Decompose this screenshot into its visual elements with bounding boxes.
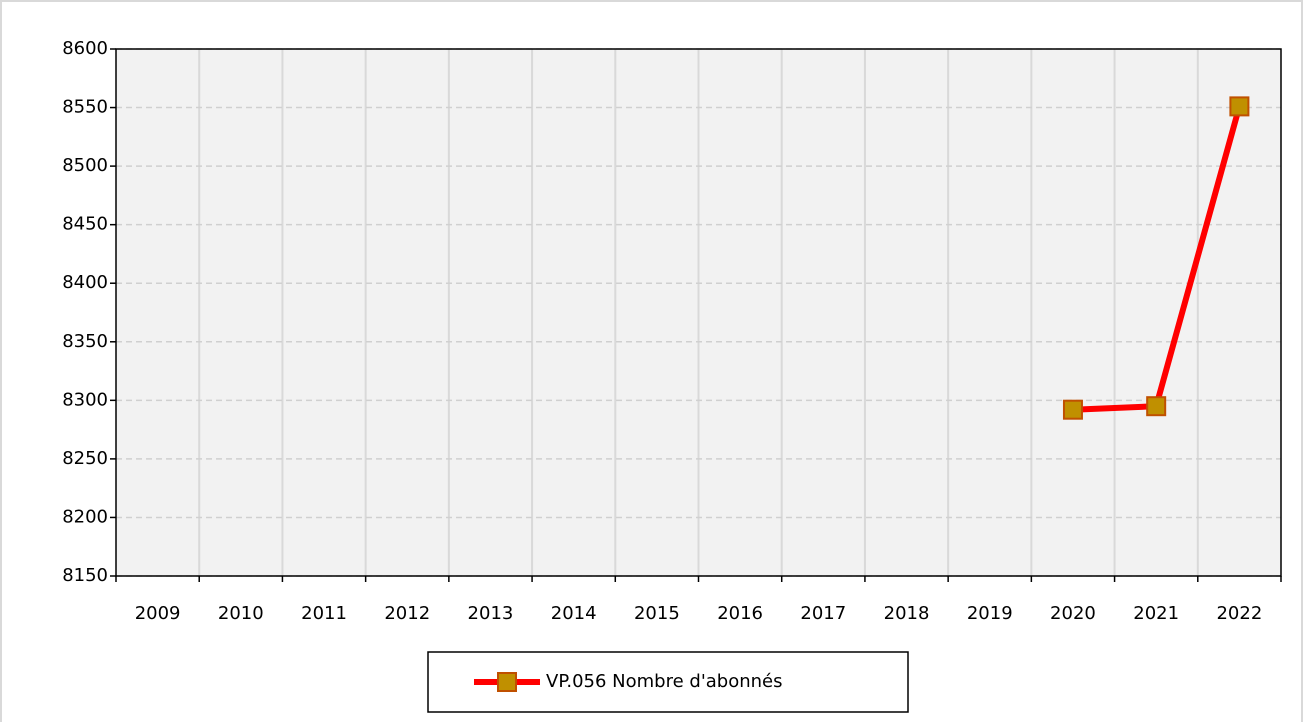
x-tick-label: 2009	[135, 603, 181, 624]
x-tick-label: 2018	[884, 603, 930, 624]
legend-label: VP.056 Nombre d'abonnés	[546, 671, 783, 692]
y-tick-label: 8300	[62, 389, 108, 410]
y-tick-label: 8600	[62, 38, 108, 59]
x-tick-label: 2013	[468, 603, 514, 624]
x-tick-label: 2010	[218, 603, 264, 624]
y-tick-label: 8550	[62, 97, 108, 118]
marker	[1062, 399, 1083, 420]
y-tick-label: 8250	[62, 448, 108, 469]
y-tick-label: 8400	[62, 272, 108, 293]
x-tick-label: 2011	[301, 603, 347, 624]
marker	[1146, 396, 1167, 417]
marker	[1229, 96, 1250, 117]
y-tick-label: 8150	[62, 565, 108, 586]
y-tick-label: 8500	[62, 155, 108, 176]
x-tick-label: 2021	[1133, 603, 1179, 624]
x-tick-label: 2015	[634, 603, 680, 624]
x-tick-label: 2020	[1050, 603, 1096, 624]
x-tick-label: 2022	[1216, 603, 1262, 624]
x-tick-label: 2019	[967, 603, 1013, 624]
legend-marker	[497, 672, 517, 692]
x-tick-label: 2012	[384, 603, 430, 624]
x-tick-label: 2014	[551, 603, 597, 624]
y-tick-label: 8450	[62, 214, 108, 235]
y-tick-label: 8200	[62, 506, 108, 527]
x-tick-label: 2017	[800, 603, 846, 624]
x-tick-label: 2016	[717, 603, 763, 624]
y-tick-label: 8350	[62, 331, 108, 352]
